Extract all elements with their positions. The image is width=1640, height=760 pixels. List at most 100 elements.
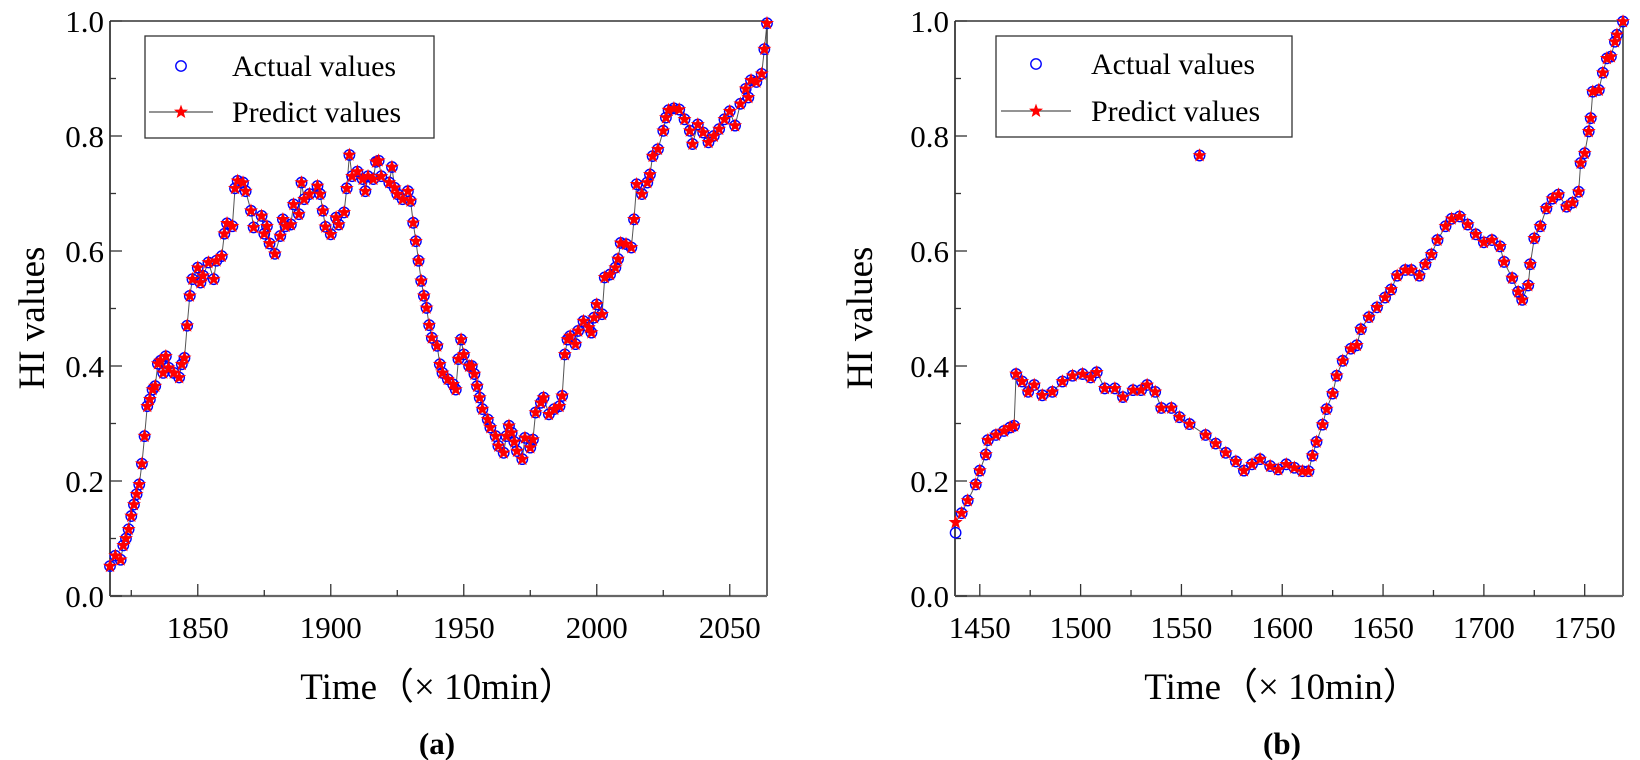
predict-point <box>552 398 567 413</box>
predict-point <box>172 370 187 384</box>
y-tick-label: 0.4 <box>65 349 104 384</box>
predict-point <box>225 218 240 233</box>
predict-point <box>206 271 221 286</box>
legend-star-icon <box>173 104 189 118</box>
predict-point <box>1370 299 1385 314</box>
predict-point <box>430 338 445 352</box>
predict-point <box>557 347 572 361</box>
predict-point <box>371 153 386 167</box>
predict-point <box>624 240 639 254</box>
predict-point <box>1319 401 1334 416</box>
predict-point <box>161 360 176 374</box>
x-tick-label: 1450 <box>949 610 1011 645</box>
predict-point <box>408 233 423 248</box>
predict-point <box>1583 110 1598 125</box>
predict-point <box>470 378 485 393</box>
predict-point <box>350 164 365 178</box>
predict-point <box>1353 321 1368 336</box>
x-tick-label: 1950 <box>433 610 495 645</box>
axes: 1850 1900 1950 2000 2050 0.0 0.2 0.4 0.6 0.8 1.0 <box>65 4 768 645</box>
predict-point <box>1021 384 1036 398</box>
plot-area <box>102 15 775 573</box>
predict-point <box>262 236 277 250</box>
predict-point <box>246 220 261 234</box>
legend-circle-icon <box>175 60 187 72</box>
predict-point <box>581 320 596 334</box>
y-tick-label: 0.6 <box>65 234 104 269</box>
y-axis-title: HI values <box>12 247 53 390</box>
predict-point <box>339 180 354 195</box>
predict-point <box>968 477 983 491</box>
predict-point <box>1527 230 1542 245</box>
predict-point <box>313 186 328 201</box>
predict-point <box>972 463 987 477</box>
predict-point <box>238 183 253 198</box>
predict-point <box>113 552 128 566</box>
predict-point <box>416 288 431 302</box>
predict-point <box>1065 368 1080 382</box>
predict-point <box>390 186 405 201</box>
x-tick-label: 1900 <box>300 610 362 645</box>
predict-point <box>275 212 290 226</box>
predict-point <box>446 377 461 391</box>
predict-point <box>1075 366 1090 381</box>
y-tick-label: 0.0 <box>910 579 949 614</box>
x-axis-title: Time（× 10min） <box>1144 667 1419 708</box>
predict-point <box>342 147 357 161</box>
predict-point <box>243 203 258 217</box>
y-tick-label: 0.6 <box>910 234 949 269</box>
predict-point <box>501 418 516 432</box>
panel-label: (a) <box>419 726 455 760</box>
y-tick-label: 0.4 <box>910 349 949 384</box>
predict-point <box>257 226 272 240</box>
predict-point <box>701 134 716 149</box>
predict-point <box>472 390 487 404</box>
predict-point <box>650 141 665 156</box>
predict-point <box>424 330 439 344</box>
predict-point <box>528 405 543 419</box>
y-tick-label: 0.0 <box>65 579 104 614</box>
legend-box <box>995 35 1293 138</box>
predict-point <box>129 486 144 501</box>
predict-point <box>382 175 397 189</box>
predict-point <box>754 66 769 80</box>
predict-point <box>1329 368 1344 382</box>
predict-point <box>254 208 269 222</box>
chart-panel-b: HI values Time（× 10min） (b) 1450 1500 1550… <box>840 4 1631 760</box>
predict-point <box>948 515 963 529</box>
predict-point <box>323 226 338 241</box>
predict-point <box>1309 434 1324 448</box>
predict-point <box>712 121 727 136</box>
predict-point <box>400 183 415 198</box>
predict-point <box>738 81 753 95</box>
predict-point <box>448 382 463 396</box>
predict-point <box>1539 201 1554 215</box>
predict-point <box>1452 209 1467 223</box>
predict-point <box>1571 184 1586 198</box>
predict-point <box>1349 337 1364 352</box>
predict-point <box>525 432 540 446</box>
predict-point <box>1603 49 1618 63</box>
predict-point <box>1182 416 1197 431</box>
predict-point <box>576 313 591 328</box>
predict-point-isolated <box>1192 148 1207 162</box>
predict-point <box>978 447 993 461</box>
predict-point <box>1523 256 1538 271</box>
predict-point <box>1468 226 1483 241</box>
predict-point <box>571 323 586 337</box>
predict-point <box>1208 436 1223 450</box>
predict-point <box>1305 448 1320 462</box>
x-tick-label: 1600 <box>1251 610 1313 645</box>
predict-point <box>507 434 522 448</box>
x-tick-label: 1700 <box>1453 610 1515 645</box>
predict-point <box>1361 309 1376 324</box>
predict-point <box>1335 353 1350 367</box>
predict-point <box>480 412 495 426</box>
legend-label-actual: Actual values <box>232 50 396 83</box>
predict-point <box>1253 451 1268 466</box>
predict-point <box>1027 377 1042 391</box>
legend-circle-icon <box>1030 58 1042 70</box>
predict-point <box>1115 389 1130 404</box>
predict-point <box>475 401 490 416</box>
predict-point <box>374 168 389 183</box>
